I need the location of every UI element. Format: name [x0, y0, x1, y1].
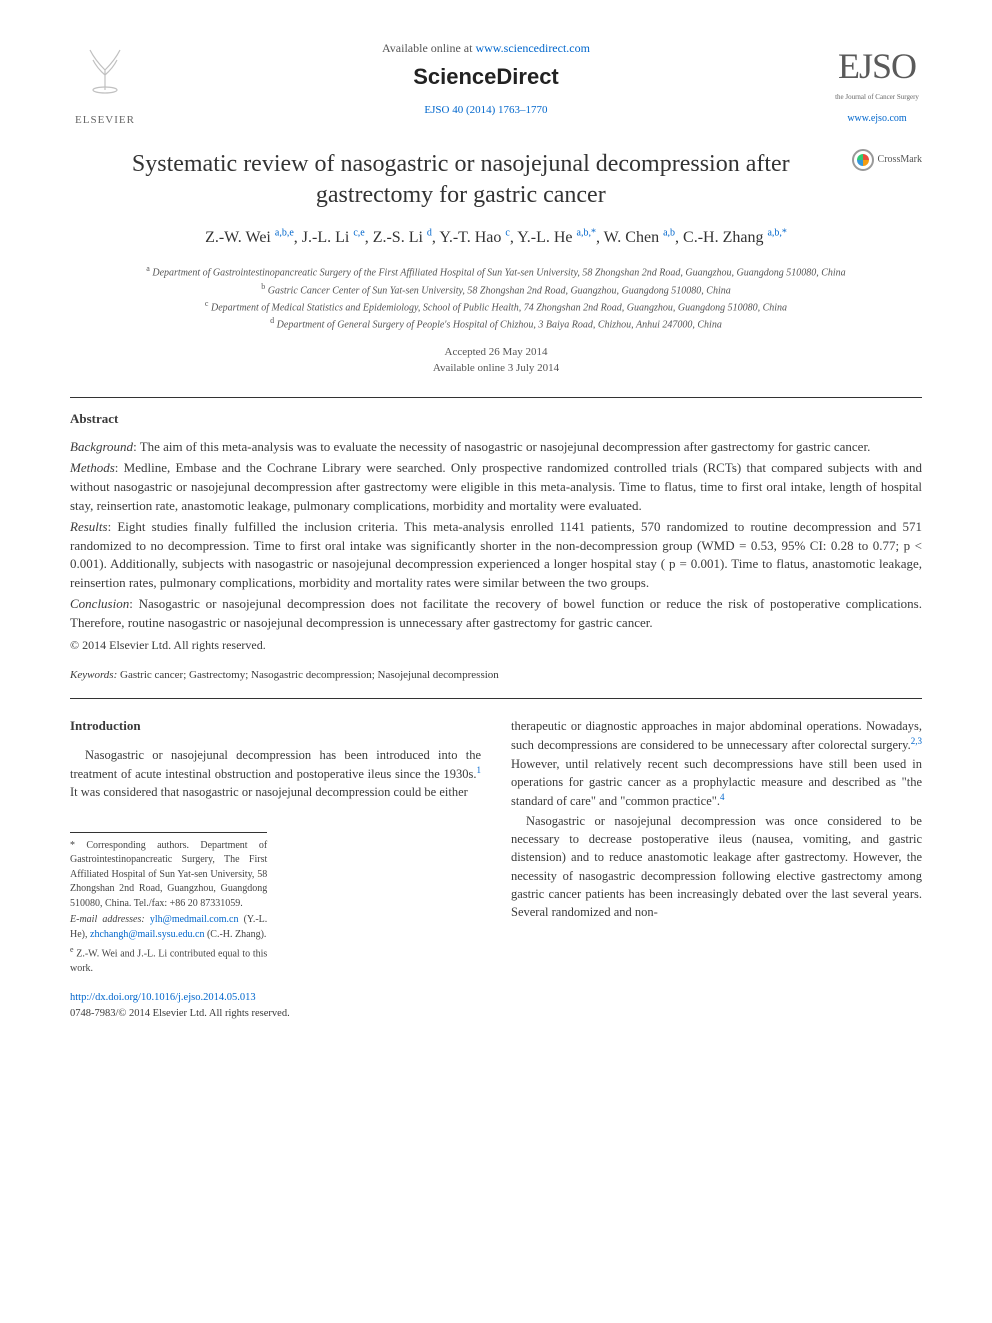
- ref-4[interactable]: 4: [720, 792, 725, 802]
- author-affil-sup[interactable]: a,b: [663, 228, 675, 239]
- conclusion-label: Conclusion: [70, 596, 129, 611]
- keywords-text: Gastric cancer; Gastrectomy; Nasogastric…: [117, 669, 499, 681]
- contrib-sup: e: [70, 945, 74, 954]
- intro-p1a: Nasogastric or nasojejunal decompression…: [70, 748, 481, 781]
- author-affil-sup[interactable]: c: [505, 228, 509, 239]
- center-header: Available online at www.sciencedirect.co…: [140, 40, 832, 119]
- rule-top: [70, 397, 922, 398]
- email-label: E-mail addresses:: [70, 914, 150, 925]
- author-affil-sup[interactable]: a,b,*: [767, 228, 786, 239]
- crossmark-icon: [852, 149, 874, 171]
- equal-contribution: e Z.-W. Wei and J.-L. Li contributed equ…: [70, 944, 267, 976]
- elsevier-logo: ELSEVIER: [70, 40, 140, 129]
- intro-p2a: therapeutic or diagnostic approaches in …: [511, 719, 922, 752]
- results-text: : Eight studies finally fulfilled the in…: [70, 519, 922, 591]
- body-columns: Introduction Nasogastric or nasojejunal …: [70, 717, 922, 978]
- abstract-conclusion: Conclusion: Nasogastric or nasojejunal d…: [70, 595, 922, 633]
- intro-p1b: It was considered that nasogastric or na…: [70, 785, 468, 799]
- ref-2-3[interactable]: 2,3: [911, 736, 922, 746]
- article-title: Systematic review of nasogastric or naso…: [70, 149, 852, 211]
- email-line: E-mail addresses: ylh@medmail.com.cn (Y.…: [70, 913, 267, 942]
- background-label: Background: [70, 439, 133, 454]
- column-right: therapeutic or diagnostic approaches in …: [511, 717, 922, 978]
- methods-label: Methods: [70, 460, 115, 475]
- intro-para-3: Nasogastric or nasojejunal decompression…: [511, 812, 922, 921]
- online-date: Available online 3 July 2014: [70, 361, 922, 377]
- author-affil-sup[interactable]: a,b,e: [275, 228, 294, 239]
- sciencedirect-url-link[interactable]: www.sciencedirect.com: [475, 41, 590, 55]
- available-online-text: Available online at www.sciencedirect.co…: [140, 40, 832, 57]
- author: C.-H. Zhang a,b,*: [683, 229, 787, 246]
- ejso-logo: EJSO the Journal of Cancer Surgery www.e…: [832, 40, 922, 127]
- author: Z.-S. Li d: [373, 229, 432, 246]
- abstract-heading: Abstract: [70, 410, 922, 429]
- author: Y.-T. Hao c: [439, 229, 510, 246]
- doi-block: http://dx.doi.org/10.1016/j.ejso.2014.05…: [70, 990, 922, 1020]
- doi-link[interactable]: http://dx.doi.org/10.1016/j.ejso.2014.05…: [70, 992, 256, 1003]
- elsevier-tree-icon: [70, 40, 140, 113]
- crossmark-badge[interactable]: CrossMark: [852, 149, 922, 171]
- author: Z.-W. Wei a,b,e: [205, 229, 294, 246]
- accepted-date: Accepted 26 May 2014: [70, 345, 922, 361]
- sciencedirect-logo: ScienceDirect: [140, 61, 832, 93]
- author: W. Chen a,b: [604, 229, 675, 246]
- background-text: : The aim of this meta-analysis was to e…: [133, 439, 870, 454]
- rule-bottom: [70, 698, 922, 699]
- abstract-results: Results: Eight studies finally fulfilled…: [70, 518, 922, 593]
- ejso-subtitle: the Journal of Cancer Surgery: [832, 92, 922, 102]
- authors-list: Z.-W. Wei a,b,e, J.-L. Li c,e, Z.-S. Li …: [70, 226, 922, 249]
- issn-copyright: 0748-7983/© 2014 Elsevier Ltd. All right…: [70, 1008, 290, 1019]
- page-header: ELSEVIER Available online at www.science…: [70, 40, 922, 129]
- column-left: Introduction Nasogastric or nasojejunal …: [70, 717, 481, 978]
- ref-1[interactable]: 1: [477, 765, 482, 775]
- email-2-link[interactable]: zhchangh@mail.sysu.edu.cn: [90, 929, 204, 940]
- abstract-section: Abstract Background: The aim of this met…: [70, 410, 922, 655]
- affiliations: a Department of Gastrointestinopancreati…: [70, 263, 922, 332]
- author-affil-sup[interactable]: a,b,*: [577, 228, 596, 239]
- intro-p2b: However, until relatively recent such de…: [511, 757, 922, 808]
- keywords-section: Keywords: Gastric cancer; Gastrectomy; N…: [70, 668, 922, 684]
- email-2-name: (C.-H. Zhang).: [204, 929, 266, 940]
- affiliation-a: a Department of Gastrointestinopancreati…: [70, 263, 922, 280]
- ejso-title: EJSO: [832, 40, 922, 92]
- results-label: Results: [70, 519, 108, 534]
- abstract-background: Background: The aim of this meta-analysi…: [70, 438, 922, 457]
- conclusion-text: : Nasogastric or nasojejunal decompressi…: [70, 596, 922, 630]
- title-row: Systematic review of nasogastric or naso…: [70, 149, 922, 211]
- author: Y.-L. He a,b,*: [517, 229, 596, 246]
- author-affil-sup[interactable]: d: [427, 228, 432, 239]
- crossmark-label: CrossMark: [878, 153, 922, 168]
- affiliation-d: d Department of General Surgery of Peopl…: [70, 315, 922, 332]
- article-dates: Accepted 26 May 2014 Available online 3 …: [70, 345, 922, 377]
- methods-text: : Medline, Embase and the Cochrane Libra…: [70, 460, 922, 513]
- introduction-heading: Introduction: [70, 717, 481, 736]
- email-1-link[interactable]: ylh@medmail.com.cn: [150, 914, 239, 925]
- affiliation-b: b Gastric Cancer Center of Sun Yat-sen U…: [70, 281, 922, 298]
- keywords-label: Keywords:: [70, 669, 117, 681]
- affiliation-c: c Department of Medical Statistics and E…: [70, 298, 922, 315]
- available-prefix: Available online at: [382, 41, 475, 55]
- intro-para-1: Nasogastric or nasojejunal decompression…: [70, 746, 481, 802]
- journal-citation[interactable]: EJSO 40 (2014) 1763–1770: [140, 103, 832, 119]
- author: J.-L. Li c,e: [302, 229, 365, 246]
- abstract-methods: Methods: Medline, Embase and the Cochran…: [70, 459, 922, 516]
- corresponding-author: * Corresponding authors. Department of G…: [70, 839, 267, 912]
- elsevier-text: ELSEVIER: [70, 113, 140, 129]
- intro-para-2: therapeutic or diagnostic approaches in …: [511, 717, 922, 810]
- copyright-text: © 2014 Elsevier Ltd. All rights reserved…: [70, 637, 922, 654]
- author-affil-sup[interactable]: c,e: [353, 228, 364, 239]
- footnotes: * Corresponding authors. Department of G…: [70, 832, 267, 977]
- contrib-text: Z.-W. Wei and J.-L. Li contributed equal…: [70, 948, 267, 974]
- ejso-url-link[interactable]: www.ejso.com: [832, 112, 922, 127]
